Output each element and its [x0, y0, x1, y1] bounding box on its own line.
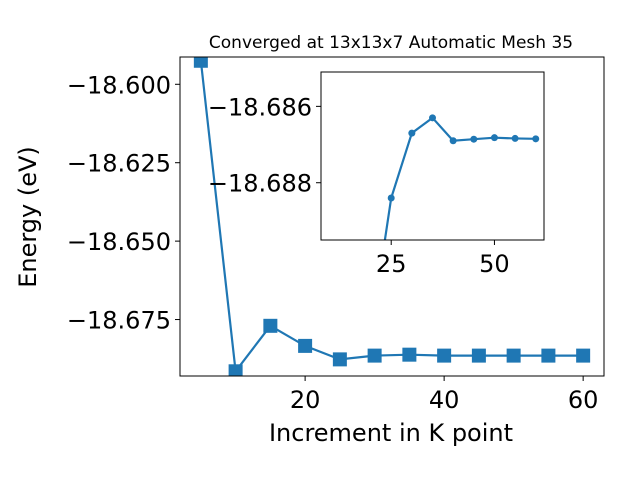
data-point — [511, 134, 519, 142]
main-axes: Converged at 13x13x7 Automatic Mesh 35 2… — [14, 33, 605, 447]
x-tick-label: 60 — [568, 386, 599, 414]
data-point — [263, 318, 278, 333]
data-point — [298, 338, 313, 353]
data-point — [532, 135, 540, 143]
data-point — [437, 348, 452, 363]
y-tick-label: −18.625 — [67, 150, 171, 178]
chart-title: Converged at 13x13x7 Automatic Mesh 35 — [209, 33, 573, 53]
main-y-ticks: −18.600 −18.625 −18.650 −18.675 — [67, 71, 180, 335]
inset-plot-area — [367, 114, 540, 339]
data-point — [402, 347, 417, 362]
data-point — [470, 135, 478, 143]
data-point — [471, 348, 486, 363]
data-point — [449, 137, 457, 145]
inset-y-ticks: −18.688 −18.686 — [208, 93, 321, 198]
inset-axes: 25 50 −18.688 −18.686 — [208, 71, 545, 339]
data-point — [429, 114, 436, 122]
data-point — [506, 348, 521, 363]
y-tick-label: −18.600 — [67, 71, 171, 99]
data-point — [408, 129, 416, 137]
main-axes-frame — [179, 56, 605, 377]
x-tick-label: 50 — [479, 250, 510, 278]
x-tick-label: 40 — [429, 386, 460, 414]
main-plot-area — [193, 57, 591, 376]
x-axis-label: Increment in K point — [269, 419, 513, 447]
y-axis-label: Energy (eV) — [14, 146, 42, 288]
data-point — [193, 57, 208, 68]
x-tick-label: 20 — [290, 386, 321, 414]
data-point — [576, 348, 591, 363]
y-tick-label: −18.688 — [208, 170, 312, 198]
data-point — [228, 364, 243, 376]
y-tick-label: −18.675 — [67, 307, 171, 335]
inset-x-ticks: 25 50 — [376, 240, 510, 278]
inset-background — [321, 72, 544, 240]
data-point — [541, 348, 556, 363]
x-tick-label: 25 — [376, 250, 407, 278]
y-tick-label: −18.650 — [67, 228, 171, 256]
main-x-ticks: 20 40 60 — [290, 376, 599, 414]
inset-axes-frame — [320, 71, 545, 241]
y-tick-label: −18.686 — [208, 93, 312, 121]
data-point — [332, 352, 347, 367]
data-point — [367, 332, 374, 339]
data-point — [387, 194, 395, 202]
data-point — [490, 134, 498, 142]
data-point — [367, 348, 382, 363]
